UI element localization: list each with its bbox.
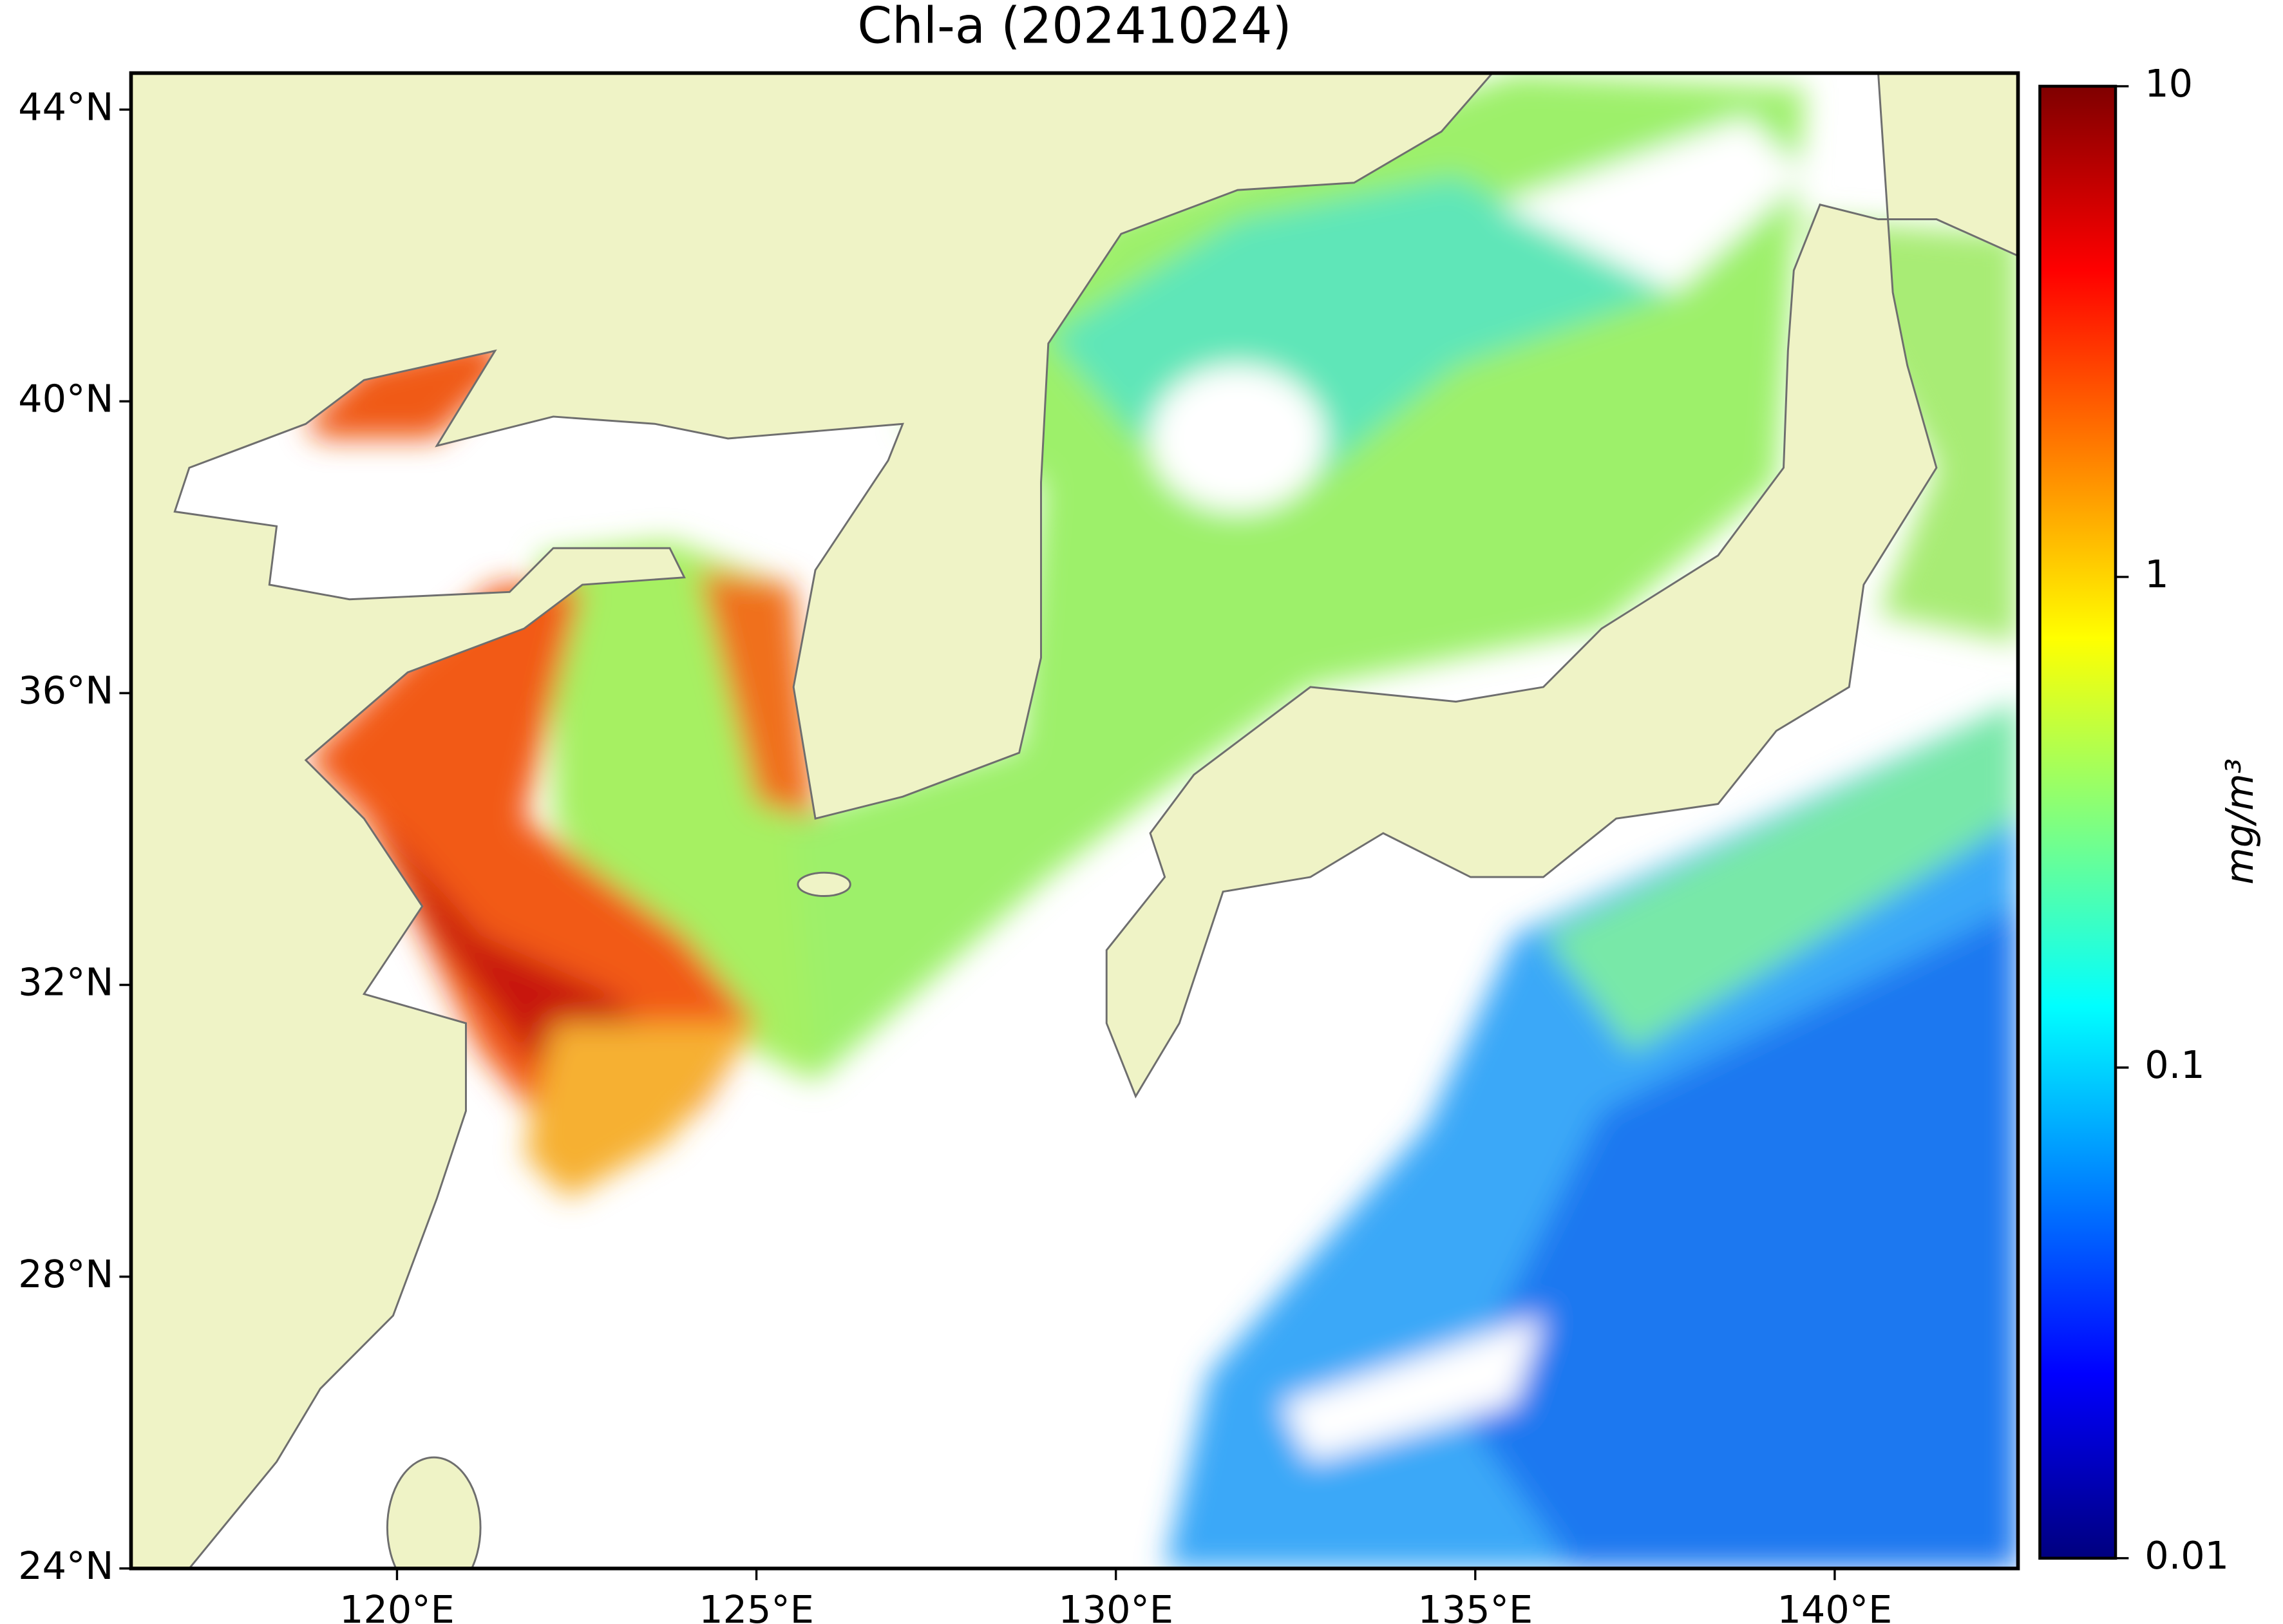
chlorophyll-field xyxy=(305,73,2018,1569)
colorbar xyxy=(2038,84,2117,1560)
map xyxy=(131,73,2018,1569)
colorbar-tick-label: 10 xyxy=(2145,61,2193,106)
colorbar-tick-label: 0.1 xyxy=(2145,1043,2204,1087)
y-tick-label: 36°N xyxy=(18,668,113,712)
asian-mainland xyxy=(131,73,1494,1569)
y-tick-label: 28°N xyxy=(18,1252,113,1296)
x-tick-label: 130°E xyxy=(1058,1587,1173,1624)
y-tick-label: 24°N xyxy=(18,1544,113,1588)
y-tick-label: 40°N xyxy=(18,376,113,420)
x-tick-label: 125°E xyxy=(699,1587,814,1624)
x-tick-label: 140°E xyxy=(1777,1587,1893,1624)
jeju xyxy=(797,871,851,898)
taiwan xyxy=(386,1456,482,1569)
colorbar-tick-label: 1 xyxy=(2145,552,2168,596)
x-tick-label: 135°E xyxy=(1417,1587,1533,1624)
y-tick-label: 44°N xyxy=(18,84,113,129)
chart-title: Chl-a (20241024) xyxy=(857,0,1291,55)
japan xyxy=(1105,73,2018,1099)
plot-frame xyxy=(129,71,2020,1571)
x-tick-label: 120°E xyxy=(339,1587,455,1624)
colorbar-label: mg/m³ xyxy=(2217,759,2262,885)
colorbar-tick-label: 0.01 xyxy=(2145,1533,2229,1578)
y-tick-label: 32°N xyxy=(18,960,113,1005)
